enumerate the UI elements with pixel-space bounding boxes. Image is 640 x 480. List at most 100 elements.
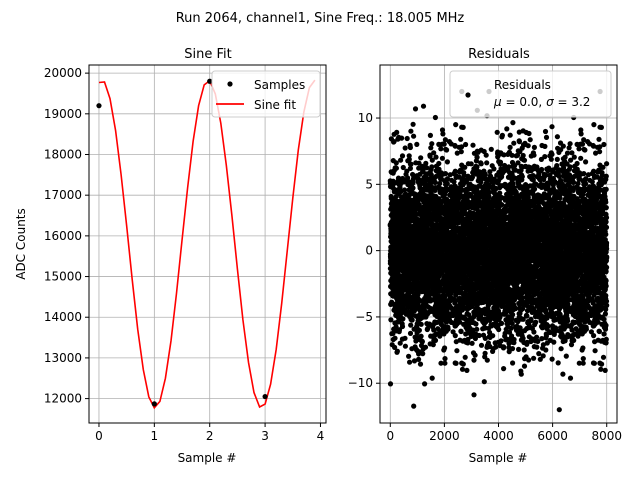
legend-samples-marker — [227, 81, 233, 87]
residual-point — [404, 168, 410, 174]
residual-point — [444, 308, 450, 314]
residual-point — [399, 323, 406, 330]
residual-point — [510, 120, 516, 126]
residual-point — [438, 146, 444, 152]
residual-point — [474, 164, 480, 170]
residual-point — [410, 185, 416, 191]
residual-point — [491, 166, 497, 172]
residual-point — [470, 142, 476, 148]
residual-point — [445, 326, 451, 332]
residual-point — [509, 360, 516, 366]
residual-point — [439, 155, 445, 161]
residual-point — [493, 344, 499, 350]
residual-point — [484, 357, 490, 363]
residual-point — [405, 309, 412, 315]
residual-point — [498, 320, 505, 326]
residual-point — [444, 147, 450, 153]
residual-point — [453, 360, 459, 366]
residual-point — [516, 346, 522, 352]
residual-point — [442, 360, 448, 366]
residual-point — [469, 340, 475, 346]
residual-point — [402, 343, 408, 349]
sine-fit-ytick-label: 20000 — [44, 66, 82, 80]
residual-point — [427, 153, 433, 159]
residual-point — [476, 169, 483, 175]
residual-point — [454, 348, 460, 354]
residual-point — [392, 335, 398, 341]
residual-point — [408, 322, 414, 328]
legend-samples-label: Samples — [254, 78, 305, 92]
residual-point — [415, 292, 421, 298]
sine-fit-ytick-label: 19000 — [44, 107, 82, 121]
residual-points — [387, 88, 610, 413]
residual-point — [471, 357, 477, 363]
residual-point — [468, 161, 474, 167]
residual-point — [476, 332, 482, 339]
residual-point — [447, 172, 453, 178]
residual-point — [402, 335, 408, 341]
residual-point — [399, 135, 405, 141]
residual-point — [428, 145, 434, 151]
residual-point — [471, 392, 477, 398]
residual-point — [501, 344, 507, 350]
residual-point — [444, 159, 450, 165]
residual-point — [416, 202, 422, 208]
residual-point — [416, 327, 422, 333]
residual-point — [499, 132, 505, 138]
residual-point — [498, 338, 504, 344]
residual-point — [432, 337, 439, 343]
residual-point — [419, 339, 425, 345]
residual-point — [458, 149, 464, 155]
residual-point — [407, 165, 413, 171]
residual-point — [458, 136, 464, 142]
sine-fit-ytick-label: 16000 — [44, 229, 82, 243]
residual-point — [461, 172, 467, 178]
residual-point — [473, 321, 479, 327]
residual-point — [394, 348, 400, 354]
residual-point — [417, 361, 424, 367]
sine-fit-xlabel: Sample # — [178, 451, 237, 465]
residual-point — [490, 333, 496, 339]
residual-point — [402, 187, 408, 193]
residual-point — [423, 160, 429, 166]
residual-point — [442, 345, 448, 351]
residual-point — [463, 141, 469, 148]
residual-point — [484, 160, 490, 166]
residual-point — [391, 139, 397, 145]
sine-fit-grid — [89, 65, 326, 423]
residual-point — [409, 317, 415, 323]
residual-point — [452, 143, 458, 149]
residual-point — [431, 150, 437, 156]
residual-point — [420, 103, 427, 109]
sine-fit-xtick-label: 1 — [151, 429, 159, 443]
sine-fit-xtick-label: 4 — [317, 429, 325, 443]
residual-point — [496, 326, 502, 333]
residual-point — [411, 403, 417, 409]
residual-point — [504, 126, 510, 132]
residual-point — [494, 129, 500, 135]
sine-fit-ytick-label: 17000 — [44, 188, 82, 202]
residual-point — [422, 381, 428, 387]
residual-point — [420, 168, 426, 175]
residual-point — [431, 327, 437, 333]
residual-point — [408, 128, 414, 134]
residual-point — [450, 329, 456, 335]
sine-fit-ylabel: ADC Counts — [14, 208, 28, 280]
residual-point — [440, 131, 446, 137]
residual-point — [511, 336, 517, 343]
sine-fit-legend[interactable]: Samples Sine fit — [211, 70, 321, 118]
residual-point — [390, 330, 396, 336]
residual-point — [483, 152, 489, 158]
legend-sine-fit-label: Sine fit — [254, 98, 296, 112]
residual-point — [464, 367, 470, 373]
residual-point — [406, 156, 412, 162]
residual-point — [407, 359, 413, 365]
residual-point — [436, 160, 442, 167]
sine-fit-title: Sine Fit — [184, 47, 231, 62]
residual-point — [432, 179, 438, 185]
residual-point — [414, 141, 420, 147]
sine-fit-line — [98, 79, 316, 410]
residual-point — [429, 375, 435, 381]
residual-point — [509, 316, 515, 322]
